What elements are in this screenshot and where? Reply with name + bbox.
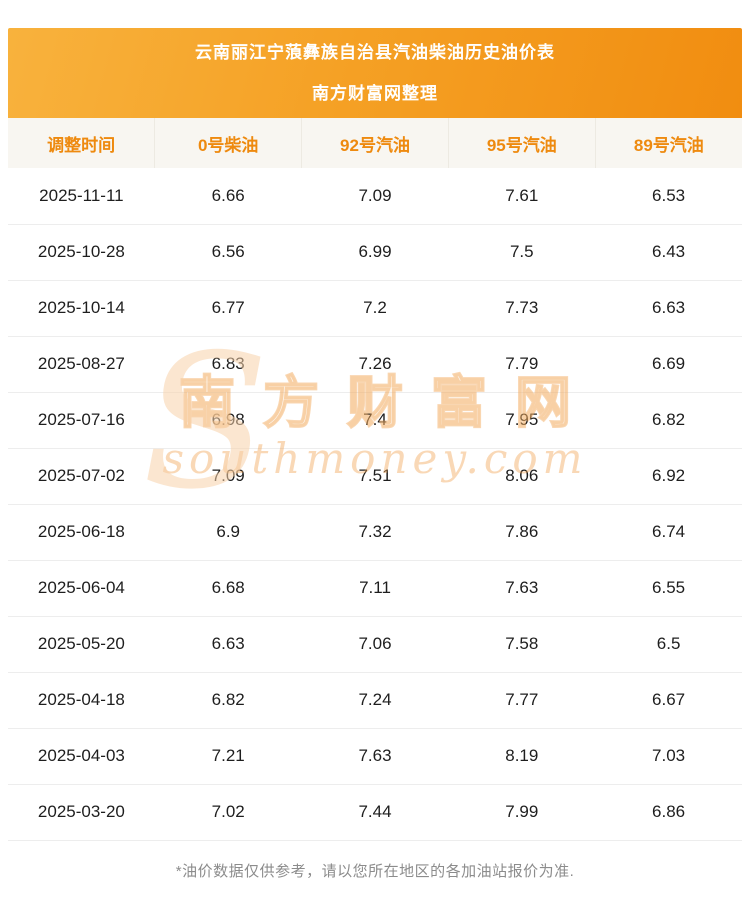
price-cell: 6.67 — [595, 672, 742, 729]
table-row: 2025-04-18 6.82 7.24 7.77 6.67 — [8, 672, 742, 729]
price-cell: 7.32 — [301, 504, 449, 561]
price-cell: 7.58 — [448, 616, 596, 673]
table-row: 2025-10-28 6.56 6.99 7.5 6.43 — [8, 224, 742, 281]
price-cell: 6.99 — [301, 224, 449, 281]
table-row: 2025-05-20 6.63 7.06 7.58 6.5 — [8, 616, 742, 673]
price-cell: 6.63 — [595, 280, 742, 337]
date-cell: 2025-10-28 — [8, 224, 155, 281]
price-cell: 7.63 — [301, 728, 449, 785]
price-cell: 6.68 — [154, 560, 302, 617]
disclaimer-note: *油价数据仅供参考，请以您所在地区的各加油站报价为准. — [175, 862, 575, 880]
table-row: 2025-06-18 6.9 7.32 7.86 6.74 — [8, 504, 742, 561]
table-row: 2025-04-03 7.21 7.63 8.19 7.03 — [8, 728, 742, 785]
date-cell: 2025-06-18 — [8, 504, 155, 561]
date-cell: 2025-04-03 — [8, 728, 155, 785]
price-cell: 6.77 — [154, 280, 302, 337]
price-cell: 7.86 — [448, 504, 596, 561]
table-body: 2025-11-11 6.66 7.09 7.61 6.53 2025-10-28 6.56… — [8, 168, 742, 841]
price-cell: 7.5 — [448, 224, 596, 281]
price-cell: 7.77 — [448, 672, 596, 729]
price-cell: 7.95 — [448, 392, 596, 449]
table-header-row: 调整时间 0号柴油 92号汽油 95号汽油 89号汽油 — [8, 118, 742, 168]
column-header-gas89: 89号汽油 — [595, 118, 742, 168]
price-cell: 7.51 — [301, 448, 449, 505]
price-cell: 6.56 — [154, 224, 302, 281]
table-row: 2025-10-14 6.77 7.2 7.73 6.63 — [8, 280, 742, 337]
price-cell: 7.24 — [301, 672, 449, 729]
column-header-gas95: 95号汽油 — [448, 118, 596, 168]
price-cell: 7.99 — [448, 784, 596, 841]
oil-price-table: 调整时间 0号柴油 92号汽油 95号汽油 89号汽油 2025-11-11 6.… — [8, 118, 742, 841]
table-row: 2025-03-20 7.02 7.44 7.99 6.86 — [8, 784, 742, 841]
column-header-gas92: 92号汽油 — [301, 118, 449, 168]
page-title: 云南丽江宁蒗彝族自治县汽油柴油历史油价表 — [195, 42, 555, 62]
price-cell: 7.09 — [154, 448, 302, 505]
price-cell: 6.92 — [595, 448, 742, 505]
date-cell: 2025-04-18 — [8, 672, 155, 729]
date-cell: 2025-03-20 — [8, 784, 155, 841]
table-row: 2025-07-02 7.09 7.51 8.06 6.92 — [8, 448, 742, 505]
price-cell: 7.73 — [448, 280, 596, 337]
price-cell: 7.02 — [154, 784, 302, 841]
price-cell: 8.06 — [448, 448, 596, 505]
table-row: 2025-06-04 6.68 7.11 7.63 6.55 — [8, 560, 742, 617]
price-cell: 7.03 — [595, 728, 742, 785]
price-cell: 7.09 — [301, 168, 449, 225]
price-cell: 6.5 — [595, 616, 742, 673]
column-header-diesel0: 0号柴油 — [154, 118, 303, 168]
price-cell: 8.19 — [448, 728, 596, 785]
price-cell: 6.74 — [595, 504, 742, 561]
price-cell: 7.61 — [448, 168, 596, 225]
price-cell: 6.9 — [154, 504, 302, 561]
price-cell: 6.98 — [154, 392, 302, 449]
price-cell: 6.66 — [154, 168, 302, 225]
date-cell: 2025-08-27 — [8, 336, 155, 393]
price-cell: 6.55 — [595, 560, 742, 617]
price-cell: 7.4 — [301, 392, 449, 449]
price-cell: 7.21 — [154, 728, 302, 785]
price-cell: 7.06 — [301, 616, 449, 673]
page-subtitle: 南方财富网整理 — [312, 83, 438, 103]
table-row: 2025-11-11 6.66 7.09 7.61 6.53 — [8, 168, 742, 225]
date-cell: 2025-07-16 — [8, 392, 155, 449]
column-header-date: 调整时间 — [8, 118, 156, 168]
date-cell: 2025-10-14 — [8, 280, 155, 337]
date-cell: 2025-05-20 — [8, 616, 155, 673]
price-cell: 7.44 — [301, 784, 449, 841]
price-cell: 6.82 — [154, 672, 302, 729]
price-cell: 6.86 — [595, 784, 742, 841]
price-cell: 6.82 — [595, 392, 742, 449]
date-cell: 2025-06-04 — [8, 560, 155, 617]
price-cell: 6.83 — [154, 336, 302, 393]
table-header: 调整时间 0号柴油 92号汽油 95号汽油 89号汽油 — [8, 118, 742, 168]
price-cell: 7.79 — [448, 336, 596, 393]
price-cell: 7.11 — [301, 560, 449, 617]
date-cell: 2025-07-02 — [8, 448, 155, 505]
date-cell: 2025-11-11 — [8, 168, 155, 225]
price-cell: 6.53 — [595, 168, 742, 225]
price-cell: 6.63 — [154, 616, 302, 673]
price-cell: 6.69 — [595, 336, 742, 393]
price-cell: 6.43 — [595, 224, 742, 281]
price-cell: 7.2 — [301, 280, 449, 337]
price-cell: 7.26 — [301, 336, 449, 393]
price-cell: 7.63 — [448, 560, 596, 617]
title-banner: 云南丽江宁蒗彝族自治县汽油柴油历史油价表 南方财富网整理 — [8, 28, 742, 118]
table-row: 2025-08-27 6.83 7.26 7.79 6.69 — [8, 336, 742, 393]
table-row: 2025-07-16 6.98 7.4 7.95 6.82 — [8, 392, 742, 449]
